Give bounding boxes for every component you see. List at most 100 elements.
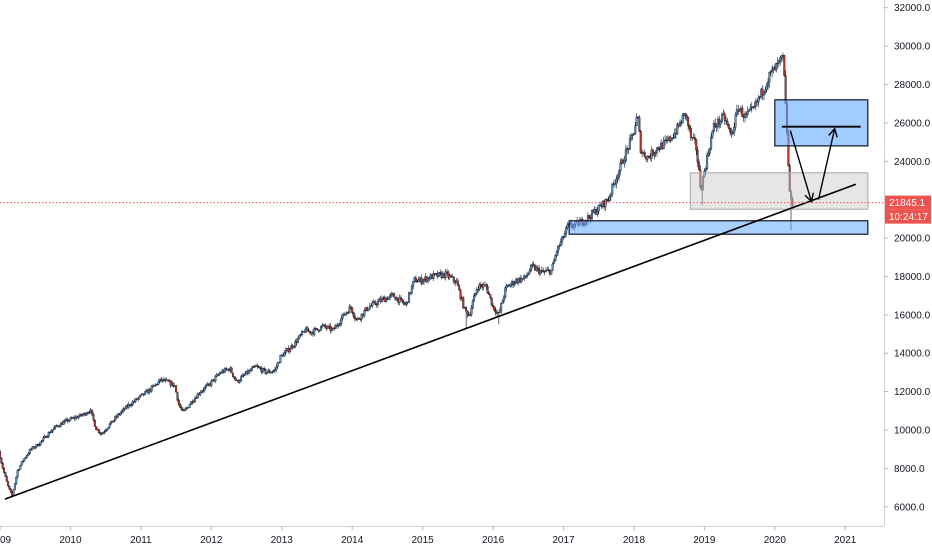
candle-up bbox=[360, 313, 363, 320]
candle-down bbox=[638, 117, 641, 132]
y-tick-label: 32000.0 bbox=[894, 3, 931, 14]
candle-down bbox=[399, 297, 402, 300]
candle-up bbox=[764, 89, 767, 93]
arrow-up-head bbox=[828, 127, 838, 138]
candle-down bbox=[181, 409, 184, 411]
candle-up bbox=[187, 407, 190, 409]
candle-up bbox=[30, 448, 33, 451]
candle-up bbox=[344, 313, 347, 316]
candle-down bbox=[374, 301, 377, 305]
candle-up bbox=[106, 428, 109, 431]
candle-up bbox=[653, 153, 656, 156]
candle-up bbox=[130, 404, 133, 406]
candle-down bbox=[488, 292, 491, 295]
candle-up bbox=[478, 284, 481, 290]
candle-up bbox=[607, 200, 610, 202]
candle-up bbox=[19, 465, 22, 470]
candle-up bbox=[708, 148, 711, 154]
candle-up bbox=[525, 275, 528, 278]
x-tick-label: 2015 bbox=[412, 535, 435, 546]
candle-up bbox=[283, 352, 286, 357]
candle-down bbox=[456, 280, 459, 286]
candle-up bbox=[196, 393, 199, 399]
y-tick-label: 8000.0 bbox=[894, 464, 925, 475]
candle-up bbox=[108, 423, 111, 428]
candle-up bbox=[711, 130, 714, 138]
candle-up bbox=[54, 425, 57, 428]
candle-up bbox=[535, 267, 538, 271]
candle-down bbox=[420, 277, 423, 284]
candle-up bbox=[278, 362, 281, 364]
support-zone-gray[interactable] bbox=[689, 172, 869, 210]
candle-up bbox=[635, 116, 638, 126]
countdown-value: 10:24:17 bbox=[889, 212, 928, 223]
candle-down bbox=[532, 264, 535, 266]
candle-up bbox=[432, 273, 435, 279]
candle-down bbox=[176, 391, 179, 401]
candle-up bbox=[238, 380, 241, 383]
candle-up bbox=[628, 138, 631, 150]
candle-up bbox=[112, 420, 115, 423]
candle-up bbox=[334, 324, 337, 329]
candle-up bbox=[380, 298, 383, 302]
trendline[interactable] bbox=[4, 183, 857, 500]
candle-down bbox=[783, 54, 786, 76]
candle-up bbox=[550, 269, 553, 275]
candle-up bbox=[47, 432, 50, 437]
support-zone-lower[interactable] bbox=[568, 220, 869, 235]
candle-up bbox=[422, 278, 425, 282]
candle-up bbox=[616, 176, 619, 180]
candle-down bbox=[462, 297, 465, 309]
candle-down bbox=[9, 488, 12, 493]
candle-up bbox=[101, 432, 104, 435]
time-axis[interactable]: 2009 2010 2011 2012 2013 2014 2015 2016 2017 2018… bbox=[0, 526, 857, 546]
candle-up bbox=[543, 271, 546, 273]
candle-up bbox=[676, 123, 679, 135]
candle-up bbox=[68, 420, 71, 422]
candle-up bbox=[265, 372, 268, 374]
candle-up bbox=[28, 449, 31, 454]
candle-up bbox=[77, 416, 80, 419]
candle-up bbox=[500, 303, 503, 311]
candle-up bbox=[509, 284, 512, 287]
candle-down bbox=[230, 367, 233, 374]
candle-down bbox=[697, 161, 700, 170]
candle-down bbox=[490, 297, 493, 306]
candle-up bbox=[62, 421, 65, 425]
candle-up bbox=[131, 401, 134, 406]
candle-up bbox=[85, 413, 88, 416]
candle-down bbox=[7, 481, 10, 487]
candle-up bbox=[184, 408, 187, 411]
candle-down bbox=[175, 385, 178, 393]
candle-down bbox=[450, 275, 453, 278]
arrow-up[interactable] bbox=[817, 128, 836, 200]
candle-up bbox=[416, 281, 419, 283]
candle-down bbox=[685, 115, 688, 118]
y-tick-label: 20000.0 bbox=[894, 234, 931, 245]
x-tick-label: 2019 bbox=[693, 535, 716, 546]
candle-up bbox=[261, 368, 264, 373]
drawings-layer[interactable] bbox=[0, 99, 884, 500]
candle-up bbox=[502, 296, 505, 302]
candle-up bbox=[298, 335, 301, 339]
candle-down bbox=[234, 377, 237, 381]
y-tick-label: 16000.0 bbox=[894, 310, 931, 321]
candle-up bbox=[341, 313, 344, 319]
arrow-down[interactable] bbox=[789, 130, 813, 202]
candle-up bbox=[22, 460, 25, 463]
candle-up bbox=[301, 331, 304, 335]
candle-down bbox=[729, 127, 732, 132]
candle-up bbox=[139, 394, 142, 397]
candle-down bbox=[263, 368, 266, 370]
price-axis[interactable]: 6000.0 8000.0 10000.0 12000.0 14000.0 16000.0… bbox=[884, 3, 931, 513]
candle-down bbox=[264, 368, 267, 374]
candle-up bbox=[42, 437, 45, 441]
resistance-zone-upper[interactable] bbox=[774, 99, 869, 147]
candle-down bbox=[494, 310, 497, 314]
candle-up bbox=[248, 370, 251, 374]
candle-up bbox=[192, 400, 195, 403]
candle-up bbox=[437, 272, 440, 277]
candle-up bbox=[551, 263, 554, 271]
